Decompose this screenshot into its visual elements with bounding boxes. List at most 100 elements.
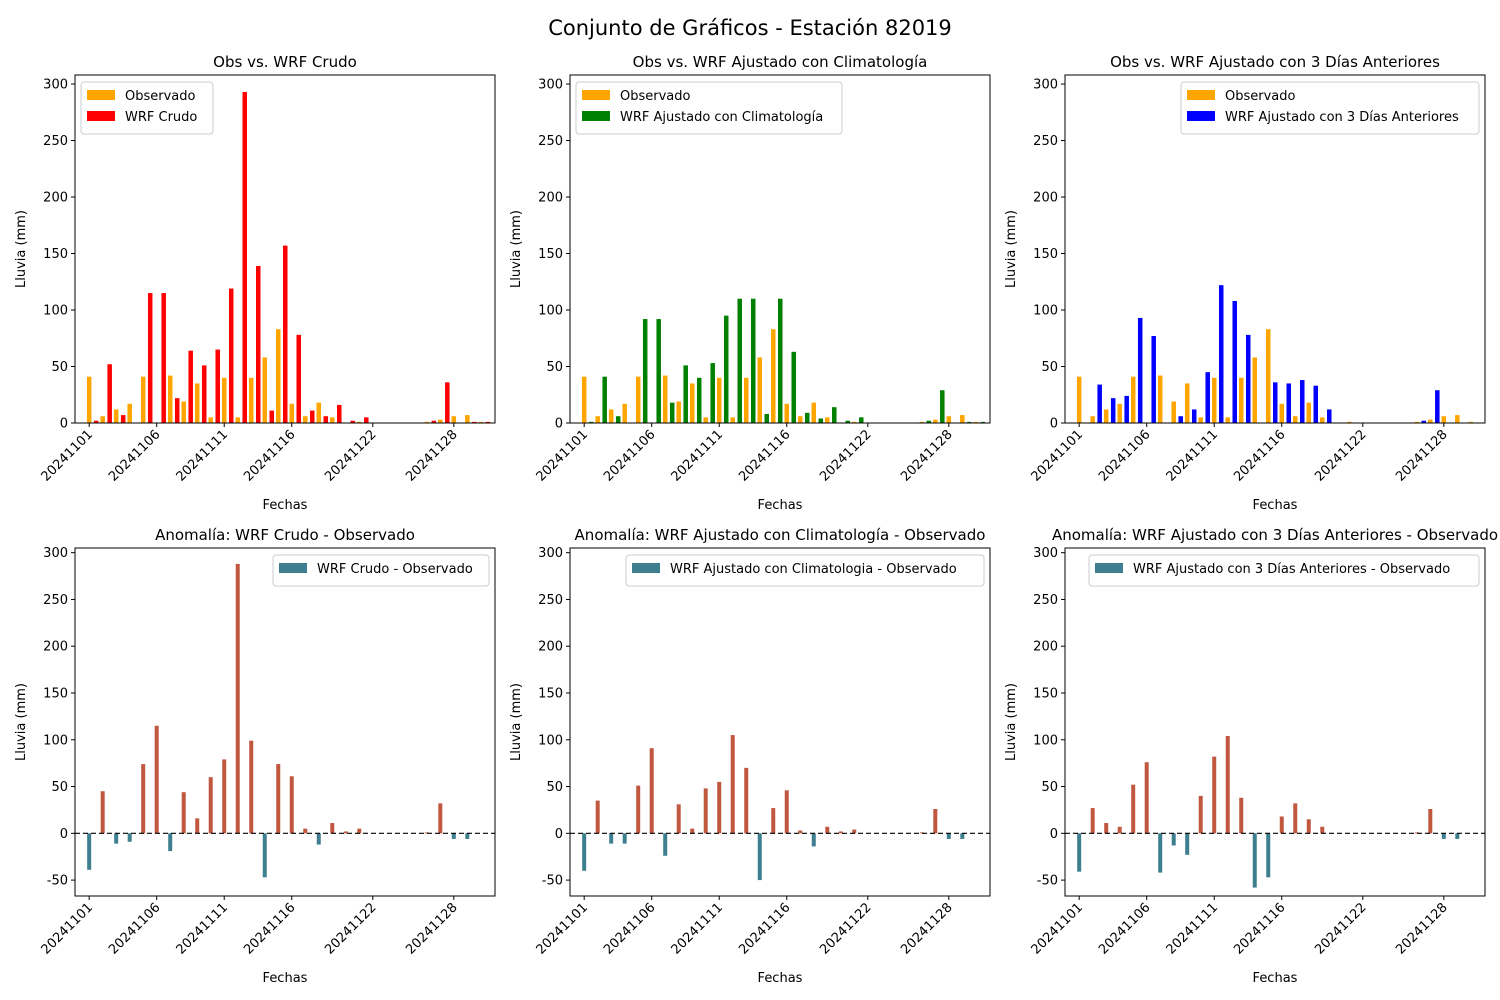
y-tick-label: 300 xyxy=(1033,78,1058,93)
bar xyxy=(940,390,945,423)
y-tick-label: 150 xyxy=(538,247,563,262)
bar xyxy=(289,403,295,423)
plot-frame xyxy=(1064,74,1486,424)
bar xyxy=(194,383,200,423)
bar xyxy=(636,785,641,834)
y-tick-label: 300 xyxy=(538,78,563,93)
y-tick-label: 0 xyxy=(555,827,563,842)
bar xyxy=(1320,826,1325,834)
bar xyxy=(1144,762,1149,834)
legend-swatch xyxy=(87,111,115,121)
y-tick-label: 100 xyxy=(1033,733,1058,748)
bar xyxy=(1090,808,1095,834)
bar xyxy=(1441,416,1447,423)
bar xyxy=(478,421,484,423)
bar xyxy=(195,818,200,834)
bar xyxy=(973,421,979,423)
bar xyxy=(228,288,234,423)
bar xyxy=(1185,833,1190,855)
bar xyxy=(805,412,810,423)
bar xyxy=(649,748,654,834)
y-tick-label: 0 xyxy=(1050,827,1058,842)
y-tick-label: 300 xyxy=(1033,546,1058,561)
bar xyxy=(296,334,302,423)
y-tick-label: 250 xyxy=(1033,593,1058,608)
y-tick-label: 150 xyxy=(1033,247,1058,262)
chart-6: Anomalía: WRF Ajustado con 3 Días Anteri… xyxy=(1004,526,1498,986)
bar xyxy=(424,832,429,834)
x-tick-label: 20241106 xyxy=(1096,900,1153,957)
x-tick-label: 20241101 xyxy=(39,900,96,957)
bar xyxy=(1110,398,1116,423)
y-tick-label: 150 xyxy=(43,687,68,702)
bar xyxy=(595,416,600,423)
bar xyxy=(1279,403,1285,423)
bar xyxy=(689,383,695,423)
y-axis: 0 50 100 150 200 250 300 xyxy=(43,78,75,432)
x-axis: 20241101 20241106 20241111 20241116 20241122… xyxy=(39,423,461,485)
bar xyxy=(784,790,789,834)
bar xyxy=(690,828,695,834)
x-tick-label: 20241122 xyxy=(1312,427,1369,484)
x-tick-label: 20241122 xyxy=(817,427,874,484)
y-tick-label: -50 xyxy=(47,874,68,889)
bar xyxy=(744,767,749,834)
legend-label: WRF Ajustado con 3 Días Anteriores - Obs… xyxy=(1133,562,1450,577)
bar xyxy=(737,298,742,423)
bar xyxy=(249,740,254,834)
bar xyxy=(1238,377,1244,423)
bar xyxy=(1157,375,1163,423)
chart-4: Anomalía: WRF Crudo - Observado -50 0 50 100… xyxy=(14,526,496,986)
bar xyxy=(960,415,965,423)
bar xyxy=(777,298,783,423)
y-tick-label: 200 xyxy=(1033,640,1058,655)
bar xyxy=(276,764,281,834)
y-tick-label: 300 xyxy=(538,546,563,561)
bar xyxy=(1279,816,1284,834)
bar xyxy=(602,376,607,423)
bar xyxy=(1158,833,1163,873)
y-tick-label: 100 xyxy=(43,733,68,748)
chart-2: Obs vs. WRF Ajustado con Climatología 0 50… xyxy=(509,53,991,513)
y-tick-label: 100 xyxy=(1033,304,1058,319)
legend: Observado WRF Ajustado con Climatología xyxy=(575,81,843,135)
bar xyxy=(615,416,621,423)
y-tick-label: 100 xyxy=(43,304,68,319)
bar xyxy=(926,420,932,423)
bar xyxy=(743,377,749,423)
x-tick-label: 20241111 xyxy=(669,427,726,484)
bars xyxy=(581,298,986,423)
bar xyxy=(946,833,951,839)
bar xyxy=(588,421,594,423)
bar xyxy=(337,404,342,423)
legend-swatch xyxy=(279,563,307,573)
bar xyxy=(791,351,797,423)
bar xyxy=(1191,409,1197,423)
bar xyxy=(310,410,315,423)
bar xyxy=(852,829,857,834)
bar xyxy=(1225,417,1230,423)
legend-label: Observado xyxy=(1225,89,1296,104)
y-tick-label: 100 xyxy=(538,304,563,319)
bar xyxy=(832,407,837,423)
legend-swatch xyxy=(1095,563,1123,573)
bar xyxy=(1455,833,1460,839)
x-axis: 20241101 20241106 20241111 20241116 20241122… xyxy=(534,423,956,485)
bar xyxy=(221,377,227,423)
bars xyxy=(582,735,965,881)
bar xyxy=(1117,403,1122,423)
bar xyxy=(811,402,817,423)
chart-title: Obs vs. WRF Ajustado con Climatología xyxy=(633,53,928,71)
bar xyxy=(343,831,348,834)
bar xyxy=(1104,823,1109,834)
bar xyxy=(919,421,925,423)
y-tick-label: 50 xyxy=(51,360,68,375)
bar xyxy=(208,417,213,423)
bar xyxy=(1205,372,1210,423)
x-tick-label: 20241106 xyxy=(106,900,163,957)
x-axis-label: Fechas xyxy=(1253,971,1298,986)
bar xyxy=(472,421,477,423)
bar xyxy=(696,377,702,423)
bar xyxy=(581,376,587,423)
legend-swatch xyxy=(87,90,115,100)
